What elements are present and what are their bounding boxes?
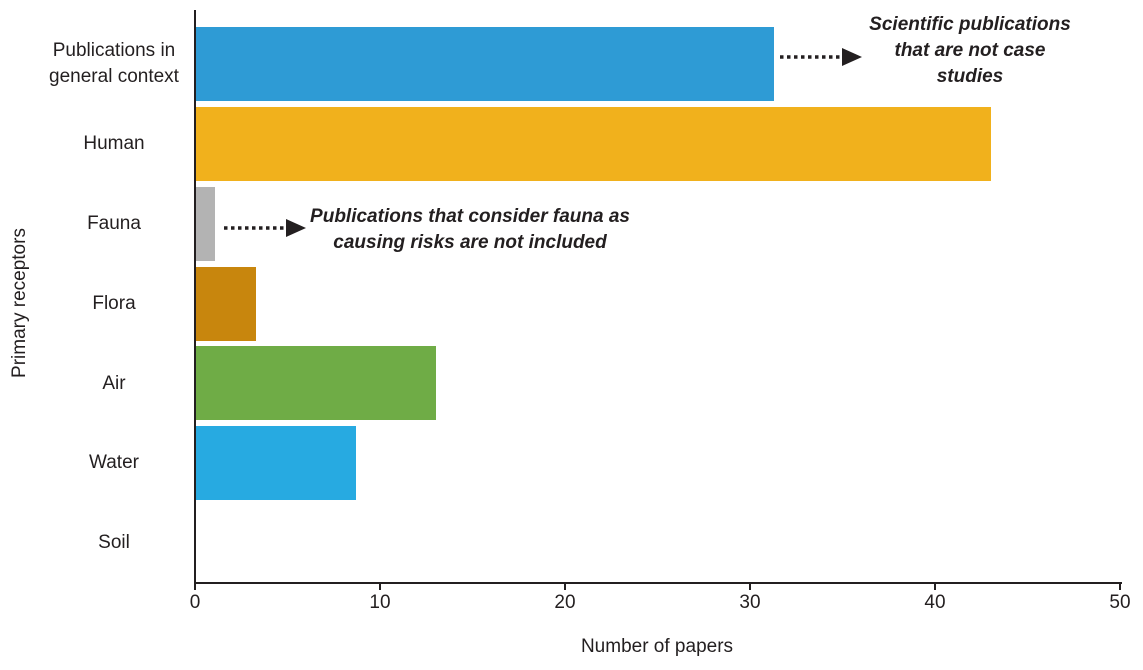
x-tick-0 — [194, 584, 196, 590]
category-label-air: Air — [102, 372, 126, 394]
annotation-line: Scientific publications — [869, 14, 1071, 35]
dotted-arrow-icon — [780, 48, 862, 66]
x-tick-30 — [749, 584, 751, 590]
bar-flora — [195, 266, 257, 341]
bar-fauna — [195, 186, 216, 261]
category-label-fauna: Fauna — [87, 212, 141, 234]
dotted-arrow-icon — [224, 219, 306, 237]
x-tick-label-20: 20 — [554, 592, 576, 613]
x-tick-50 — [1119, 584, 1121, 590]
y-axis-title: Primary receptors — [9, 228, 30, 378]
annotation-line: Publications that consider fauna as — [310, 206, 630, 227]
annotation-line: studies — [936, 66, 1004, 87]
bar-water — [195, 426, 356, 501]
bar-human — [195, 106, 991, 181]
x-tick-label-0: 0 — [189, 592, 201, 613]
x-tick-20 — [564, 584, 566, 590]
x-tick-label-50: 50 — [1109, 592, 1131, 613]
x-tick-label-10: 10 — [369, 592, 391, 613]
category-label-flora: Flora — [92, 292, 136, 314]
x-tick-label-40: 40 — [924, 592, 946, 613]
category-label-water: Water — [89, 452, 139, 474]
annotation-line: that are not case — [894, 40, 1046, 61]
x-tick-40 — [934, 584, 936, 590]
category-label-soil: Soil — [98, 532, 130, 554]
bar-publications-in-general-context — [195, 26, 775, 101]
x-axis-line — [194, 582, 1122, 584]
y-axis-line — [194, 10, 196, 584]
x-tick-10 — [379, 584, 381, 590]
annotation-line: causing risks are not included — [333, 232, 607, 253]
x-tick-label-30: 30 — [739, 592, 761, 613]
category-label-publications-in-general-context: Publications in general context — [49, 40, 179, 87]
annotation-fauna-not-included: Publications that consider fauna as caus… — [300, 204, 640, 256]
category-label-human: Human — [83, 132, 145, 154]
bar-air — [195, 346, 436, 421]
plot-area — [195, 24, 1120, 583]
x-axis-title: Number of papers — [580, 636, 734, 657]
annotation-not-case-studies: Scientific publications that are not cas… — [858, 12, 1082, 90]
